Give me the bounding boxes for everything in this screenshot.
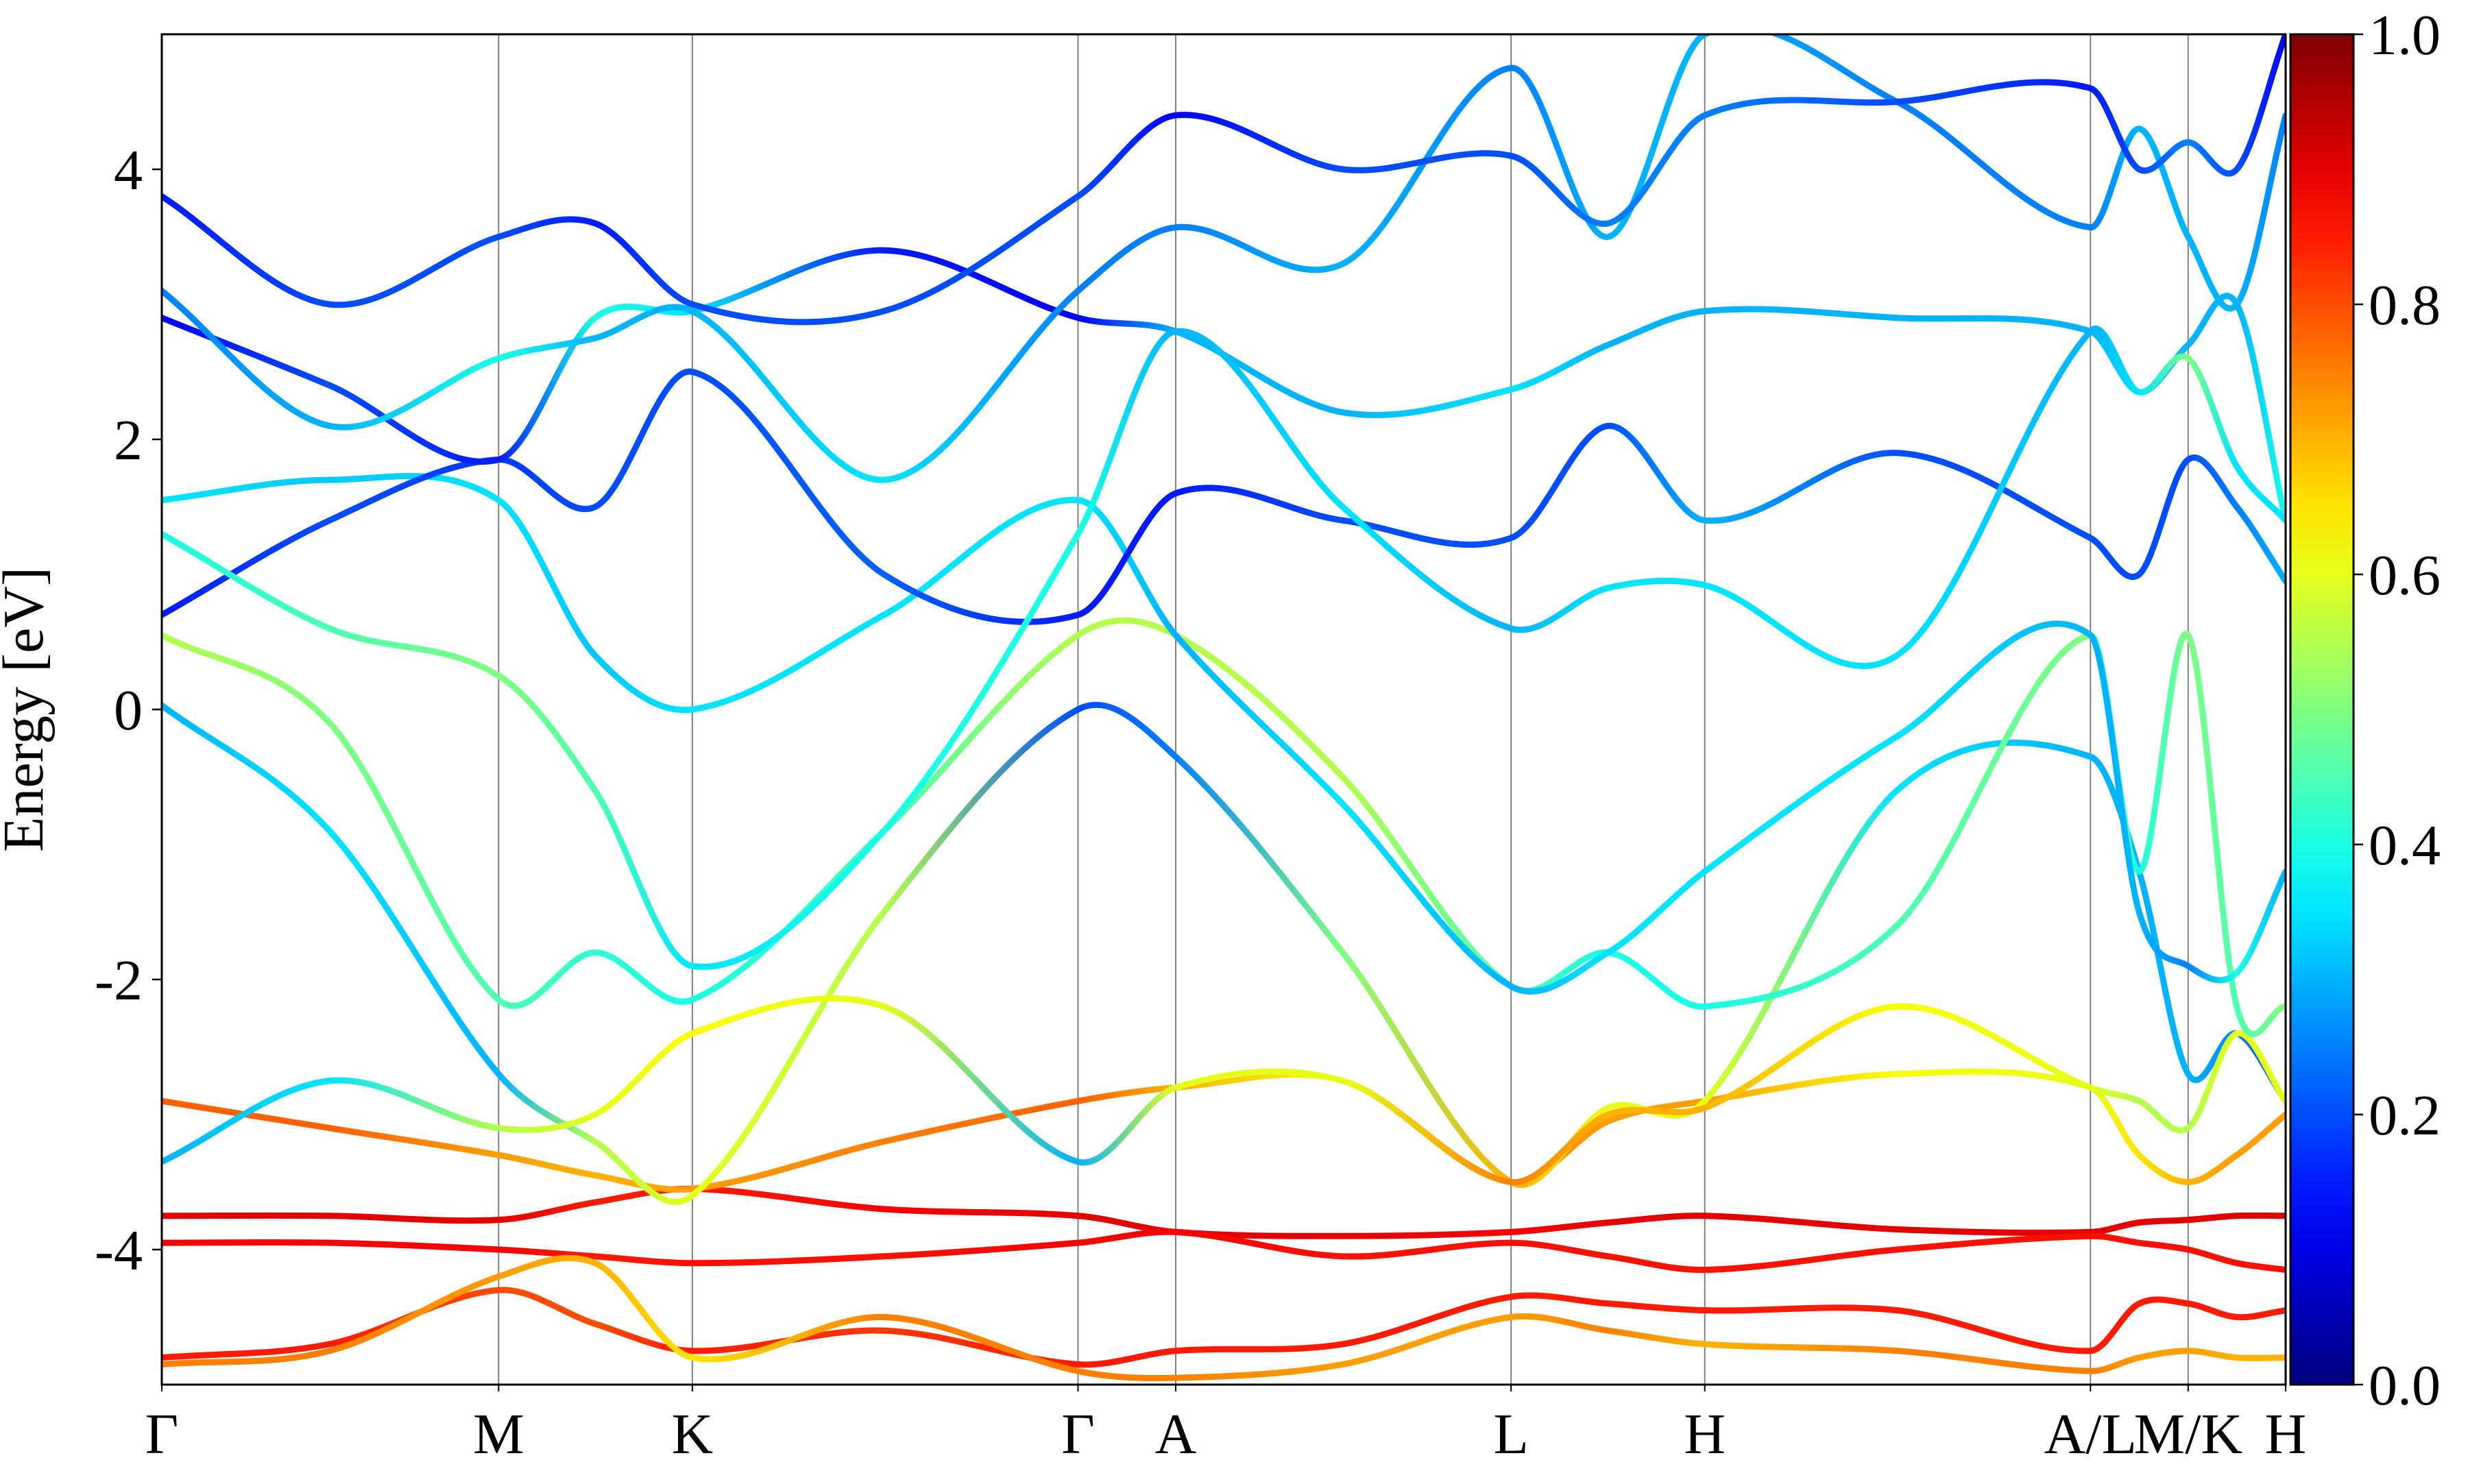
x-tick-label: H: [2265, 1402, 2307, 1466]
x-tick-label: H: [1684, 1402, 1726, 1466]
band: [162, 34, 2286, 483]
x-tick-label: Γ: [145, 1402, 179, 1466]
band: [162, 1185, 2286, 1239]
band: [162, 1254, 2286, 1382]
band: [162, 326, 2286, 970]
colorbar-tick-label: 0.2: [2369, 1084, 2441, 1147]
band: [162, 1228, 2286, 1274]
band: [162, 1068, 2286, 1193]
x-tick-label: Γ: [1061, 1402, 1095, 1466]
x-tick-label: A/L: [2044, 1402, 2137, 1466]
y-tick-label: 0: [114, 679, 143, 742]
y-tick-label: 2: [114, 409, 143, 472]
colorbar-tick-label: 0.6: [2369, 544, 2441, 607]
colorbar-tick-label: 0.8: [2369, 273, 2441, 337]
y-tick-label: -4: [95, 1219, 143, 1282]
x-tick-label: M/K: [2133, 1402, 2242, 1466]
bands: [162, 34, 2286, 1382]
band: [162, 368, 2286, 625]
y-tick-label: -2: [95, 949, 143, 1012]
colorbar-tick-label: 1.0: [2369, 3, 2441, 67]
plot-frame: [160, 33, 2287, 1386]
x-tick-label: K: [672, 1402, 714, 1466]
x-tick-label: A: [1155, 1402, 1197, 1466]
colorbar: [2289, 33, 2355, 1386]
x-tick-label: M: [473, 1402, 524, 1466]
band: [162, 617, 2286, 1037]
band: [162, 472, 2286, 995]
band: [162, 995, 2286, 1186]
band: [162, 247, 2286, 524]
x-tick-label: L: [1494, 1402, 1529, 1466]
band: [162, 1287, 2286, 1368]
band: [162, 34, 2286, 326]
colorbar-tick-label: 0.4: [2369, 814, 2441, 877]
y-axis-label: Energy [eV]: [0, 567, 56, 852]
colorbar-tick-label: 0.0: [2369, 1354, 2441, 1418]
y-tick-label: 4: [114, 138, 143, 202]
